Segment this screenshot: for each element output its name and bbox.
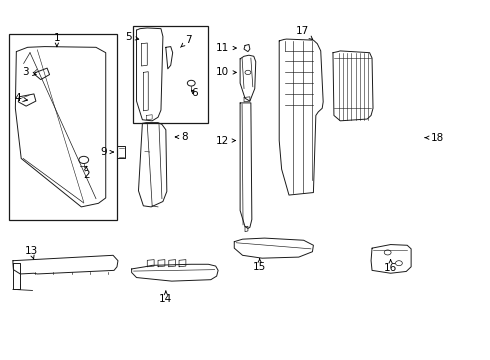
Text: 4: 4	[15, 93, 27, 103]
Text: 13: 13	[24, 246, 38, 259]
Bar	[9, 34, 117, 220]
Text: 11: 11	[216, 43, 236, 53]
Text: 9: 9	[100, 147, 113, 157]
Text: 12: 12	[216, 136, 235, 145]
Bar	[133, 26, 208, 123]
Text: 14: 14	[159, 291, 172, 304]
Text: 2: 2	[83, 166, 90, 180]
Text: 1: 1	[53, 33, 60, 46]
Text: 10: 10	[216, 67, 236, 77]
Text: 7: 7	[180, 35, 192, 47]
Text: 17: 17	[296, 26, 313, 40]
Text: 8: 8	[175, 132, 188, 142]
Text: 18: 18	[425, 133, 444, 143]
Text: 6: 6	[191, 88, 198, 98]
Text: 3: 3	[23, 67, 36, 77]
Text: 15: 15	[253, 259, 266, 272]
Text: 5: 5	[125, 32, 139, 41]
Text: 16: 16	[384, 260, 397, 273]
